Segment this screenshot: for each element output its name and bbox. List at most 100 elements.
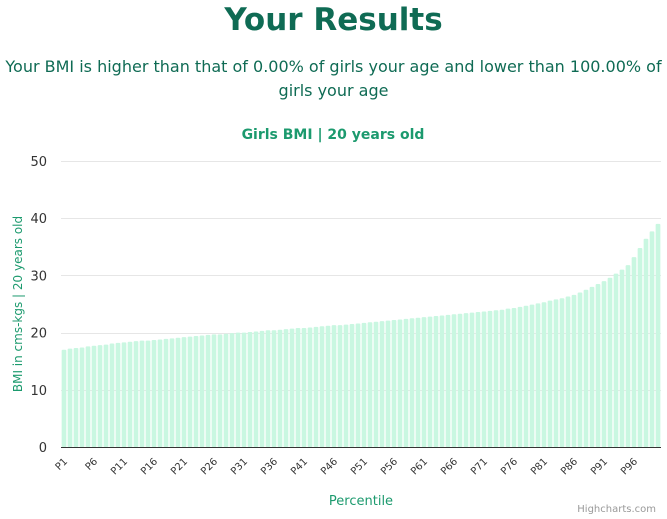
bar[interactable]	[229, 333, 235, 447]
bar[interactable]	[415, 317, 421, 447]
bar[interactable]	[259, 330, 265, 447]
bar[interactable]	[181, 337, 187, 447]
bar[interactable]	[451, 314, 457, 447]
bar[interactable]	[589, 286, 595, 447]
bar[interactable]	[433, 316, 439, 447]
bar[interactable]	[475, 312, 481, 447]
bar[interactable]	[157, 339, 163, 447]
bar[interactable]	[115, 342, 121, 447]
bar[interactable]	[559, 298, 565, 447]
bar[interactable]	[607, 277, 613, 447]
bar[interactable]	[193, 336, 199, 447]
bar[interactable]	[277, 329, 283, 447]
highcharts-credit[interactable]: Highcharts.com	[577, 504, 656, 515]
bar[interactable]	[409, 318, 415, 447]
bar[interactable]	[109, 343, 115, 447]
bar[interactable]	[553, 299, 559, 447]
bar[interactable]	[523, 305, 529, 447]
bar[interactable]	[547, 300, 553, 447]
bar[interactable]	[391, 320, 397, 447]
bar[interactable]	[331, 325, 337, 447]
bar[interactable]	[361, 322, 367, 447]
bar[interactable]	[511, 308, 517, 447]
bar[interactable]	[73, 348, 79, 447]
bar[interactable]	[355, 323, 361, 447]
bar[interactable]	[163, 338, 169, 447]
bar[interactable]	[295, 328, 301, 447]
bar[interactable]	[457, 313, 463, 447]
bar[interactable]	[499, 309, 505, 447]
bar[interactable]	[133, 341, 139, 447]
bar[interactable]	[619, 269, 625, 447]
bar[interactable]	[493, 310, 499, 447]
bar[interactable]	[61, 349, 67, 447]
bar[interactable]	[421, 317, 427, 447]
bar[interactable]	[637, 247, 643, 447]
bar[interactable]	[283, 329, 289, 447]
bar[interactable]	[373, 321, 379, 447]
bar[interactable]	[139, 340, 145, 447]
bar[interactable]	[439, 315, 445, 447]
bar[interactable]	[151, 340, 157, 447]
bar[interactable]	[505, 308, 511, 447]
bar[interactable]	[121, 342, 127, 447]
bar[interactable]	[313, 326, 319, 447]
bar[interactable]	[379, 321, 385, 447]
bar[interactable]	[535, 303, 541, 447]
bar[interactable]	[85, 346, 91, 447]
bar[interactable]	[385, 320, 391, 447]
bar[interactable]	[343, 324, 349, 447]
bar[interactable]	[643, 238, 649, 447]
bar[interactable]	[367, 322, 373, 447]
bar[interactable]	[601, 281, 607, 447]
bar[interactable]	[325, 325, 331, 447]
bar[interactable]	[103, 344, 109, 447]
bar[interactable]	[487, 310, 493, 447]
bar[interactable]	[631, 257, 637, 447]
bar[interactable]	[247, 332, 253, 447]
bar[interactable]	[571, 294, 577, 447]
bar[interactable]	[265, 330, 271, 447]
bar[interactable]	[613, 273, 619, 447]
bar[interactable]	[91, 345, 97, 447]
bar[interactable]	[289, 328, 295, 447]
bar[interactable]	[427, 316, 433, 447]
bar[interactable]	[349, 324, 355, 447]
bar[interactable]	[541, 302, 547, 447]
bar[interactable]	[187, 336, 193, 447]
bar[interactable]	[169, 338, 175, 447]
bar[interactable]	[97, 345, 103, 447]
bar[interactable]	[625, 265, 631, 447]
bar[interactable]	[397, 319, 403, 447]
bar[interactable]	[211, 334, 217, 447]
bar[interactable]	[337, 325, 343, 447]
bar[interactable]	[565, 296, 571, 447]
bar[interactable]	[235, 332, 241, 447]
bar[interactable]	[205, 334, 211, 447]
bar[interactable]	[529, 304, 535, 447]
bar[interactable]	[403, 318, 409, 447]
bar[interactable]	[127, 341, 133, 447]
bar[interactable]	[577, 292, 583, 447]
bar[interactable]	[649, 231, 655, 447]
bar[interactable]	[271, 330, 277, 447]
bar[interactable]	[145, 340, 151, 447]
bar[interactable]	[481, 311, 487, 447]
bar[interactable]	[463, 313, 469, 447]
bar[interactable]	[175, 337, 181, 447]
bar[interactable]	[79, 347, 85, 447]
bar[interactable]	[223, 333, 229, 447]
bar[interactable]	[469, 312, 475, 447]
bar[interactable]	[445, 314, 451, 447]
bar[interactable]	[517, 306, 523, 447]
bar[interactable]	[199, 335, 205, 447]
bar[interactable]	[307, 327, 313, 447]
bar[interactable]	[583, 289, 589, 447]
bar[interactable]	[217, 334, 223, 447]
bar[interactable]	[67, 348, 73, 447]
bar[interactable]	[301, 328, 307, 447]
bar[interactable]	[253, 331, 259, 447]
bar[interactable]	[319, 326, 325, 447]
bar[interactable]	[595, 283, 601, 447]
bar[interactable]	[241, 332, 247, 447]
